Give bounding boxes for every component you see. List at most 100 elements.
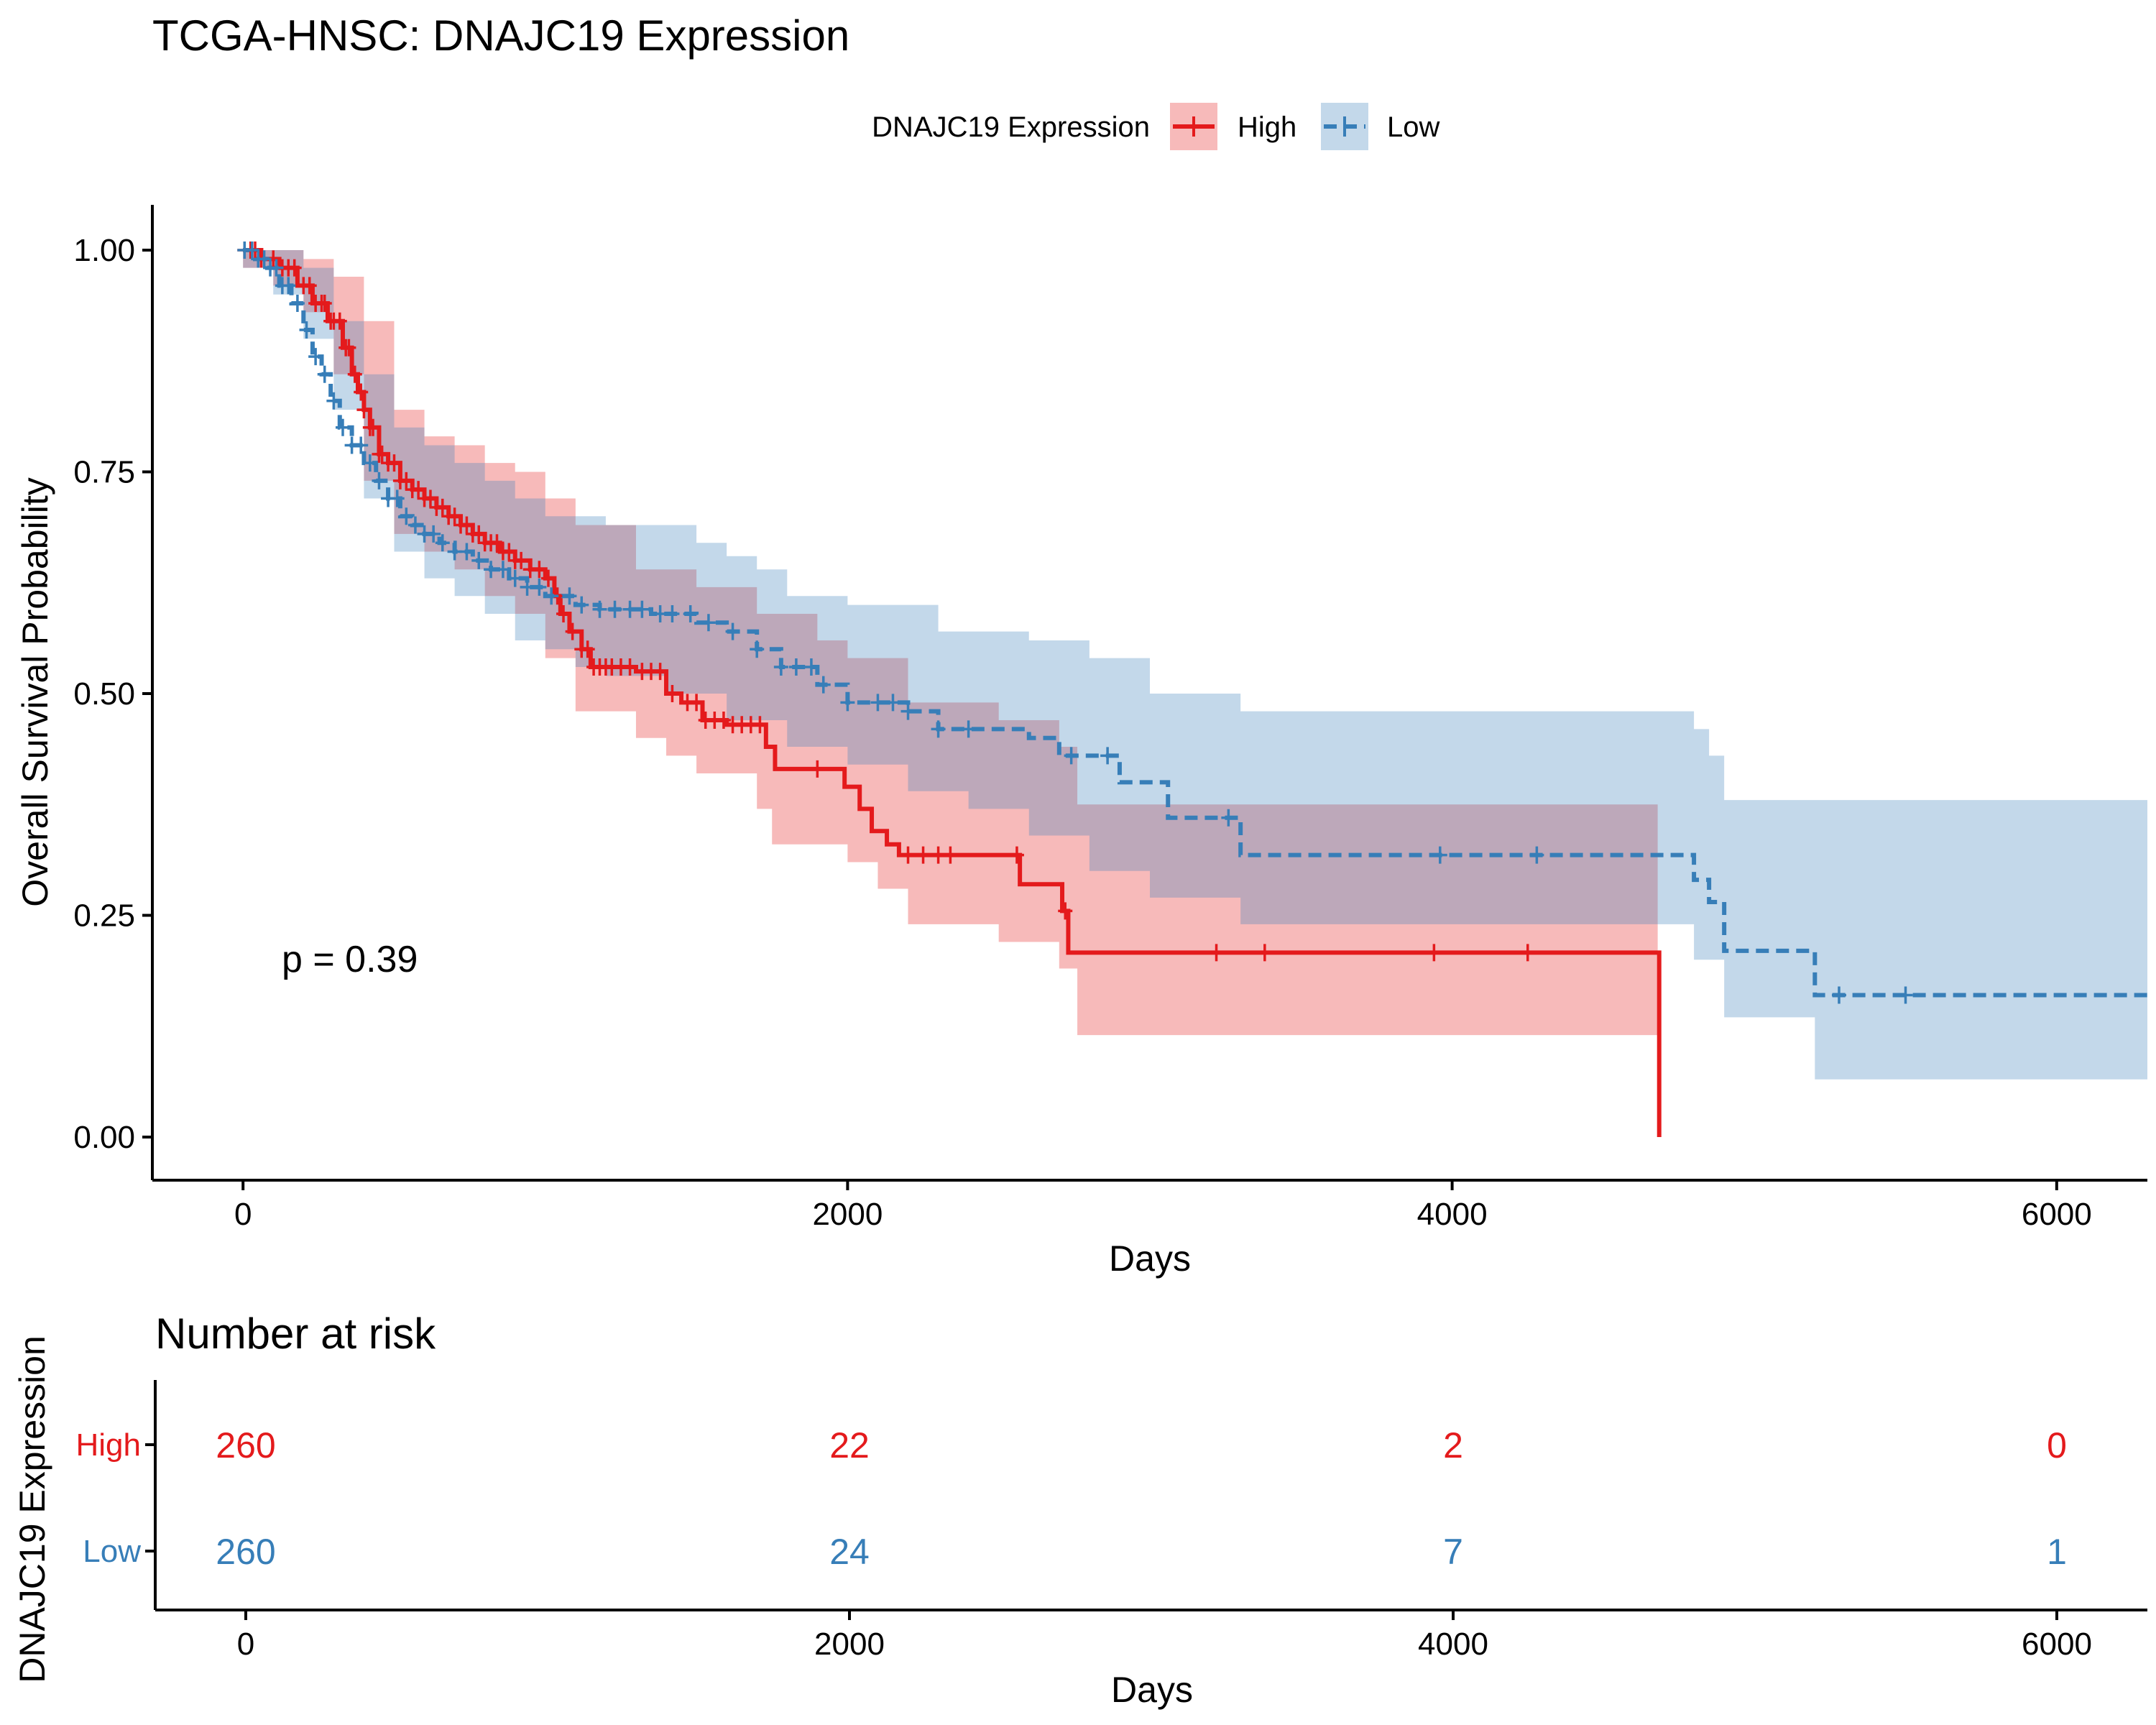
censor-mark-low [562,587,577,605]
legend-item-high: High [1170,103,1296,150]
risk-x-tick-label: 4000 [1418,1627,1488,1662]
ci-band-low [243,250,2147,1080]
censor-mark-high [423,489,438,507]
y-axis-label: Overall Survival Probability [15,477,55,906]
censor-mark-low [459,543,474,561]
censor-mark-high [1209,944,1224,962]
censor-mark-low [447,543,462,561]
p-value-annotation: p = 0.39 [282,939,418,980]
censor-mark-low [308,348,323,366]
censor-mark-low [354,436,369,454]
ci-band-high [243,250,1658,1036]
censor-mark-low [622,600,637,618]
legend-title: DNAJC19 Expression [872,111,1150,143]
censor-mark-low [931,720,946,738]
censor-mark-low [299,321,314,339]
censor-mark-high [502,543,517,561]
censor-mark-high [716,712,731,730]
censor-mark-high [1058,902,1073,920]
censor-mark-high [622,658,637,676]
censor-mark-high [532,561,547,579]
censor-mark-high [411,481,426,499]
censor-mark-low [390,489,405,507]
x-tick-label: 2000 [812,1197,883,1232]
censor-mark-low [290,295,305,313]
risk-count-high: 22 [829,1425,870,1466]
censor-mark-low [574,596,589,614]
legend-item-low: Low [1321,103,1439,150]
y-axis-ticks: 0.00 0.25 0.50 0.75 1.00 [73,233,152,1155]
x-tick-label: 6000 [2022,1197,2092,1232]
censor-mark-high [916,846,931,864]
risk-table-y-label: DNAJC19 Expression [12,1335,52,1683]
censor-mark-high [366,418,381,436]
x-tick-label: 0 [234,1197,252,1232]
censor-mark-low [520,578,535,596]
censor-mark-low [335,418,350,436]
risk-table-title: Number at risk [155,1310,436,1358]
censor-mark-low [840,694,855,712]
censor-mark-high [943,846,958,864]
censor-mark-low [317,365,332,383]
y-tick-label: 0.25 [73,898,135,934]
censor-mark-low [362,454,377,472]
risk-group-label-high: High [76,1427,142,1463]
censor-mark-low [495,561,510,579]
censor-mark-low [544,587,559,605]
censor-mark-low [1831,986,1846,1004]
censor-mark-high [653,663,668,681]
censor-mark-high [1520,944,1535,962]
y-tick-label: 0.50 [73,676,135,712]
censor-mark-low [407,516,423,534]
censor-mark-high [489,534,505,552]
censor-mark-low [244,242,259,259]
censor-mark-low [607,600,622,618]
censor-mark-high [556,604,571,622]
censor-mark-low [1898,986,1913,1004]
censor-mark-high [399,472,414,489]
risk-count-low: 24 [829,1532,870,1572]
censor-mark-low [532,578,547,596]
risk-x-tick-label: 2000 [814,1627,885,1662]
censor-mark-high [565,622,580,640]
censor-mark-high [752,716,768,734]
censor-mark-low [1100,747,1115,765]
censor-mark-high [540,569,556,587]
censor-marks [237,242,1913,1004]
censor-mark-high [810,760,825,778]
censor-mark-low [1064,747,1079,765]
censor-mark-high [317,295,332,313]
censor-mark-high [435,498,450,516]
censor-mark-high [387,454,402,472]
censor-mark-high [332,312,347,330]
legend-label-high: High [1238,111,1296,143]
risk-x-tick-label: 0 [237,1627,254,1662]
censor-mark-low [484,561,499,579]
censor-mark-high [1257,944,1272,962]
censor-mark-low [281,277,296,295]
censor-mark-low [885,694,900,712]
y-tick-label: 0.00 [73,1120,135,1155]
legend-label-low: Low [1387,111,1439,143]
censor-mark-low [1529,846,1544,864]
censor-mark-low [507,569,522,587]
x-axis-label: Days [1109,1238,1191,1279]
censor-mark-high [341,339,356,356]
censor-mark-high [665,685,680,702]
risk-table-x-ticks: 0 2000 4000 6000 [237,1610,2092,1662]
y-tick-label: 0.75 [73,455,135,490]
censor-mark-high [471,525,487,543]
censor-mark-low [653,604,668,622]
censor-mark-low [961,720,976,738]
censor-mark-high [900,846,916,864]
censor-mark-high [374,445,390,463]
censor-mark-high [931,846,946,864]
censor-mark-high [1009,846,1024,864]
censor-mark-low [635,600,650,618]
x-tick-label: 4000 [1417,1197,1488,1232]
censor-mark-low [725,622,740,640]
risk-table: Number at risk DNAJC19 Expression High 26… [12,1310,2147,1710]
censor-mark-high [580,640,595,658]
censor-mark-low [816,676,831,694]
censor-mark-low [665,604,680,622]
